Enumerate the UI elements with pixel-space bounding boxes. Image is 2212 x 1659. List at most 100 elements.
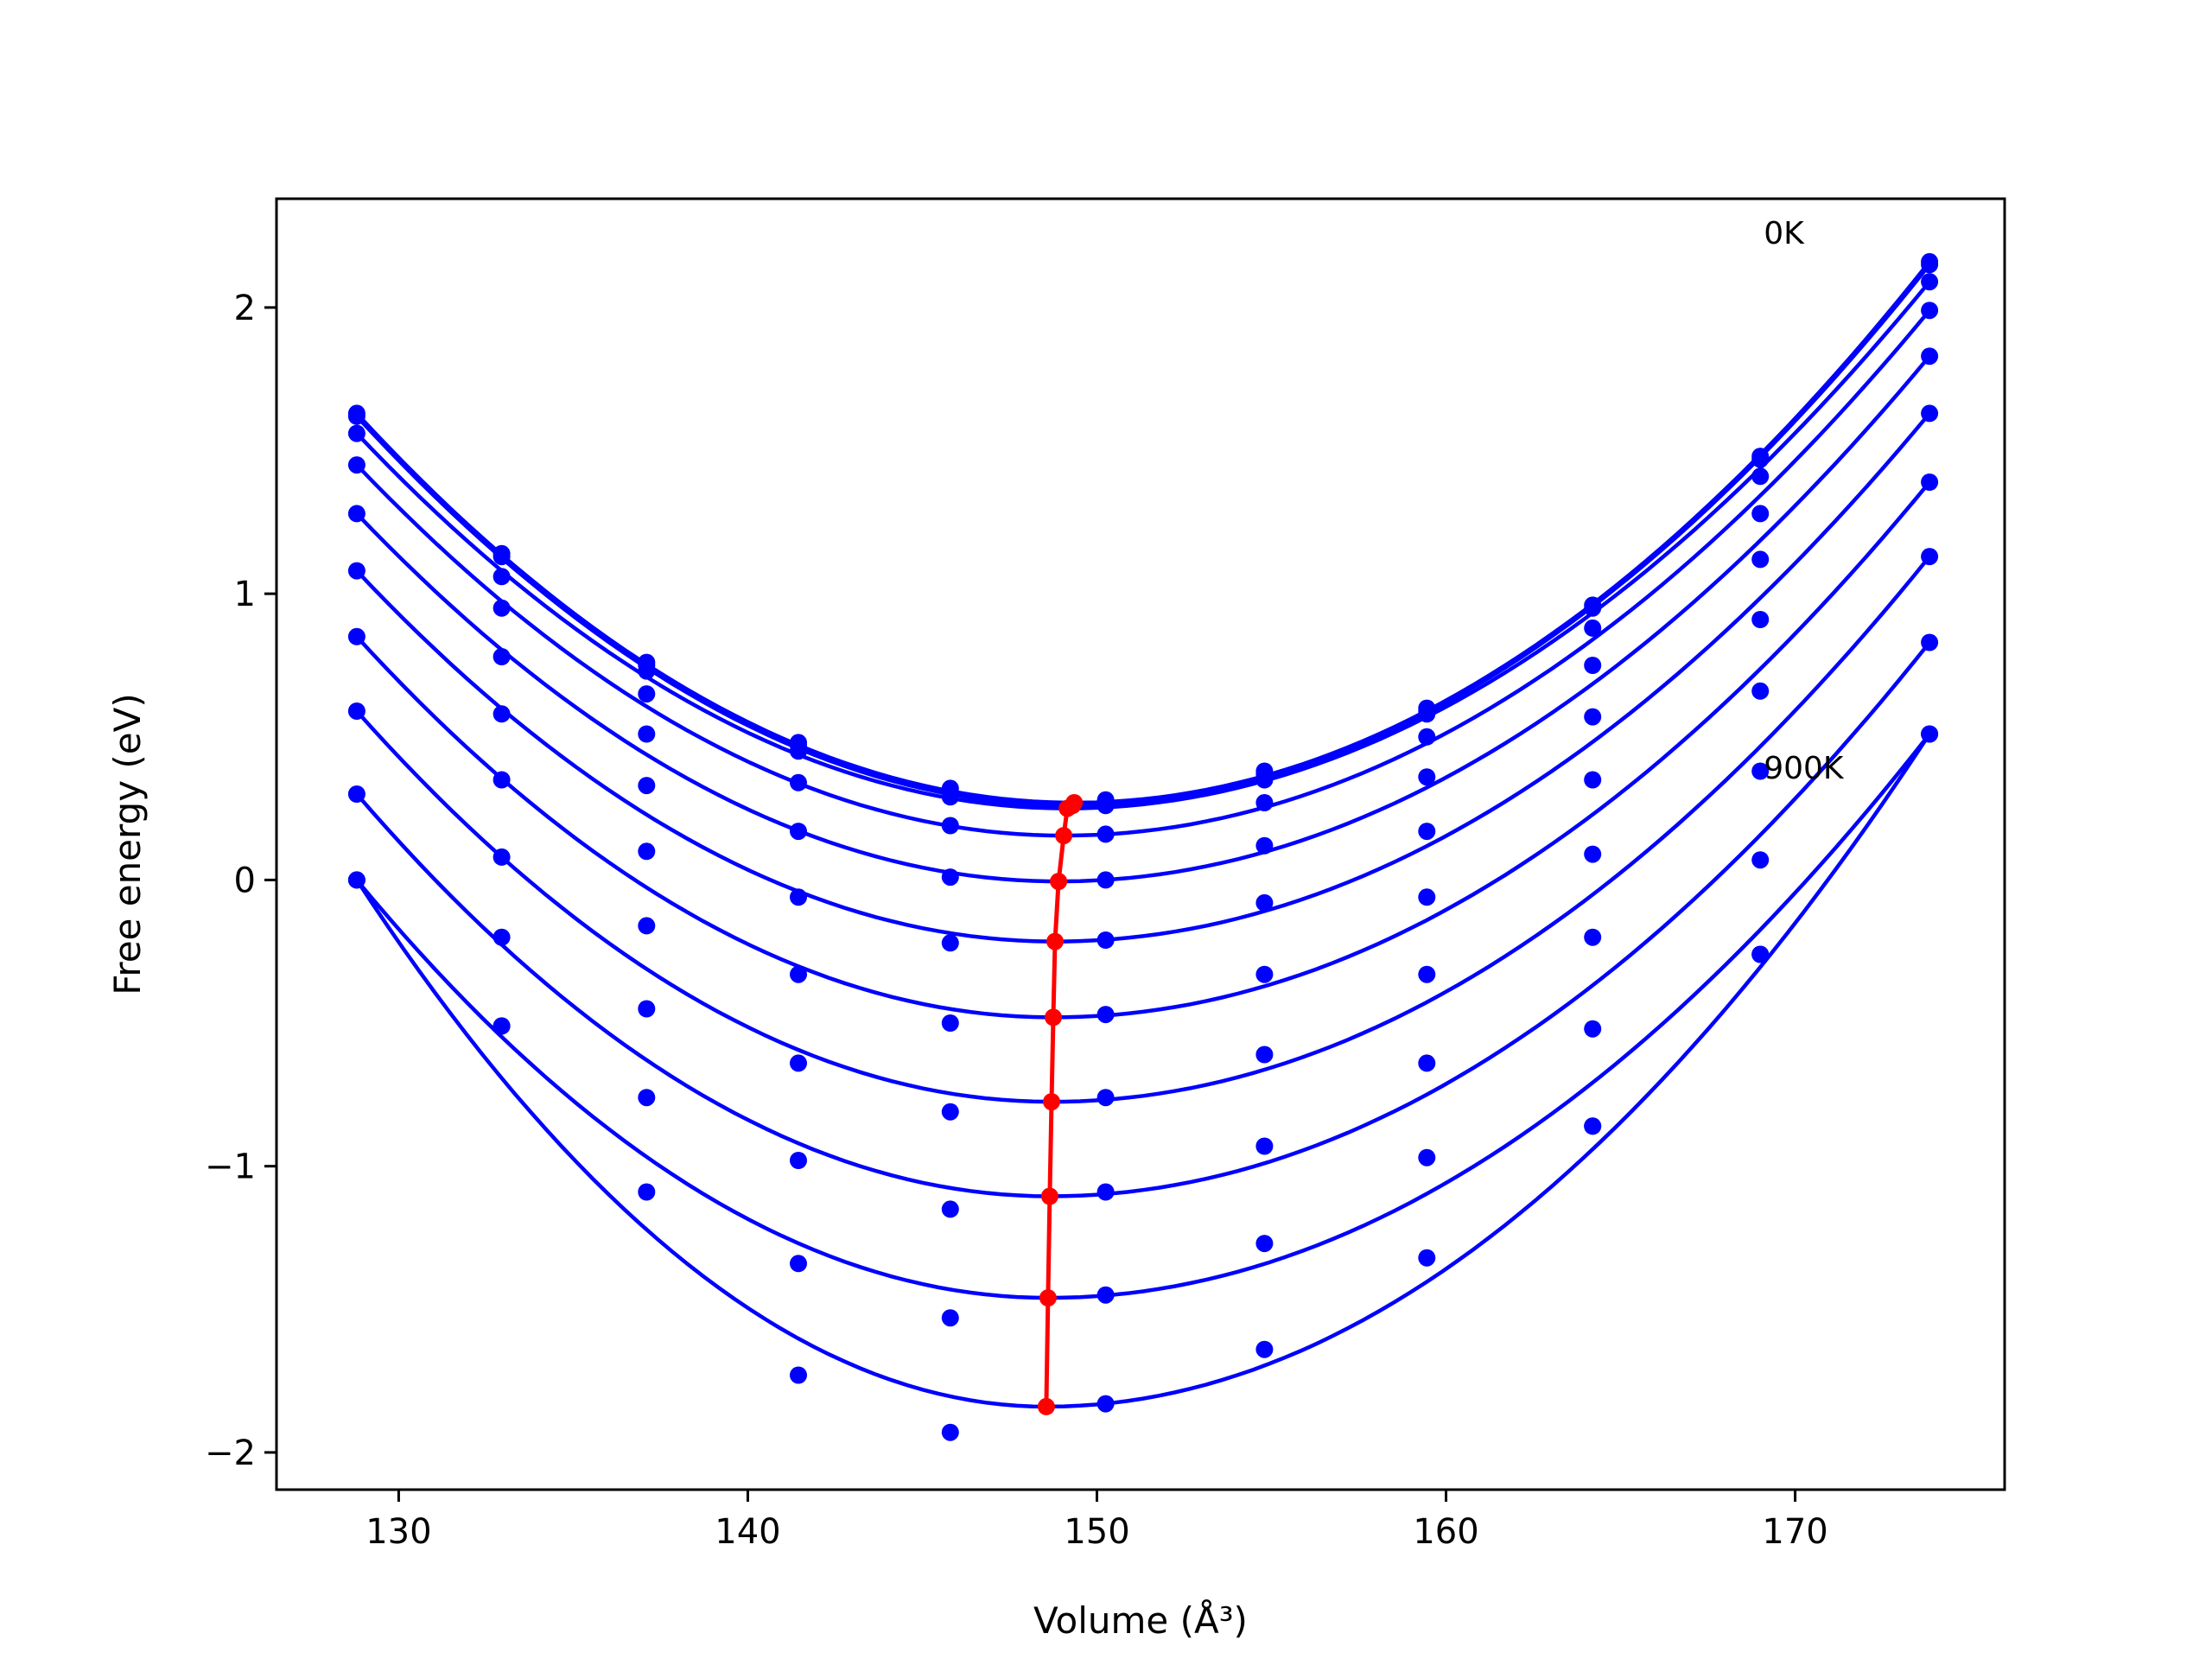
fit-curve-900K [355, 733, 1931, 1300]
data-point-1000K-10 [1921, 725, 1939, 743]
data-point-400K-0 [347, 505, 365, 523]
data-point-800K-7 [1418, 1054, 1436, 1072]
x-tick-label: 160 [1413, 1512, 1478, 1552]
data-point-600K-4 [941, 1014, 959, 1032]
data-point-400K-7 [1418, 768, 1436, 786]
data-point-400K-6 [1255, 836, 1274, 855]
minimum-point-700K [1043, 1093, 1060, 1111]
data-point-500K-8 [1584, 771, 1602, 789]
data-point-500K-1 [493, 705, 511, 723]
data-point-800K-9 [1751, 851, 1770, 869]
data-point-800K-3 [790, 1152, 807, 1169]
minimum-point-200K [1058, 799, 1077, 817]
y-tick-label: −1 [205, 1147, 256, 1187]
data-point-500K-4 [941, 934, 959, 952]
y-tick-label: −2 [205, 1433, 256, 1473]
x-axis-label: Volume (Å³) [1033, 1599, 1248, 1642]
data-point-1000K-1 [493, 1017, 511, 1035]
data-point-800K-0 [347, 785, 365, 803]
y-tick-label: 1 [234, 575, 256, 614]
data-point-500K-0 [347, 562, 365, 580]
x-tick-label: 140 [715, 1512, 780, 1552]
data-point-200K-8 [1584, 619, 1602, 637]
data-point-700K-10 [1921, 548, 1939, 566]
plot-area [347, 252, 1939, 1441]
data-point-1000K-3 [790, 1366, 807, 1384]
data-point-200K-0 [347, 424, 365, 442]
data-point-300K-8 [1584, 657, 1602, 674]
data-point-900K-2 [638, 1089, 656, 1107]
data-point-900K-5 [1096, 1286, 1115, 1304]
data-point-500K-9 [1751, 611, 1770, 628]
data-point-700K-6 [1255, 1046, 1274, 1064]
minimum-point-1000K [1037, 1397, 1055, 1415]
data-point-200K-6 [1255, 771, 1274, 789]
data-point-800K-4 [941, 1200, 959, 1218]
data-point-600K-2 [638, 842, 656, 861]
x-tick-label: 150 [1064, 1512, 1129, 1552]
minimum-point-500K [1046, 932, 1064, 950]
data-point-1000K-6 [1255, 1340, 1274, 1358]
data-point-500K-2 [638, 777, 656, 795]
data-point-300K-3 [790, 773, 807, 791]
data-point-400K-4 [941, 868, 959, 887]
data-point-500K-3 [790, 888, 807, 906]
data-point-600K-0 [347, 627, 365, 645]
data-point-200K-10 [1921, 273, 1939, 291]
data-point-300K-4 [941, 817, 959, 835]
fit-curve-600K [355, 480, 1931, 1020]
data-point-1000K-7 [1418, 1249, 1436, 1267]
data-point-700K-0 [347, 702, 365, 720]
data-point-200K-5 [1096, 797, 1115, 815]
data-point-600K-10 [1921, 474, 1939, 491]
data-point-300K-10 [1921, 302, 1939, 320]
data-point-200K-9 [1751, 467, 1770, 486]
fit-curve-100K [355, 263, 1931, 808]
data-point-200K-4 [941, 788, 959, 806]
data-point-800K-8 [1584, 1020, 1602, 1038]
data-point-400K-5 [1096, 871, 1115, 889]
data-point-500K-7 [1418, 823, 1436, 841]
data-point-200K-7 [1418, 705, 1436, 723]
data-point-400K-3 [790, 823, 807, 841]
data-point-900K-7 [1418, 1148, 1436, 1166]
minimum-point-600K [1045, 1008, 1062, 1027]
fit-curve-1000K [355, 733, 1931, 1409]
data-point-100K-8 [1584, 599, 1602, 617]
annotation-0k: 0K [1764, 216, 1805, 251]
fit-curve-500K [355, 411, 1931, 944]
y-axis-label: Free energy (eV) [106, 693, 149, 995]
data-point-700K-5 [1096, 1089, 1115, 1107]
data-point-400K-8 [1584, 708, 1602, 726]
data-point-400K-9 [1751, 550, 1770, 569]
fit-curve-200K [355, 280, 1931, 810]
data-point-700K-4 [941, 1103, 959, 1121]
data-point-300K-9 [1751, 505, 1770, 523]
data-point-600K-8 [1584, 845, 1602, 863]
data-point-500K-6 [1255, 893, 1274, 912]
data-point-300K-6 [1255, 794, 1274, 811]
minimum-point-400K [1050, 873, 1068, 891]
data-point-300K-1 [493, 599, 511, 617]
data-point-100K-0 [347, 407, 365, 425]
axes-frame [275, 197, 2006, 1491]
data-point-400K-2 [638, 725, 656, 743]
annotation-900k: 900K [1764, 751, 1845, 786]
data-point-700K-2 [638, 917, 656, 935]
data-point-200K-1 [493, 568, 511, 586]
data-point-1000K-8 [1584, 1117, 1602, 1135]
data-point-200K-2 [638, 662, 656, 680]
x-tick-label: 130 [365, 1512, 431, 1552]
data-point-800K-6 [1255, 1137, 1274, 1155]
data-point-400K-10 [1921, 347, 1939, 365]
data-point-800K-10 [1921, 633, 1939, 652]
data-point-700K-9 [1751, 762, 1770, 780]
data-point-1000K-4 [941, 1423, 959, 1441]
data-point-600K-6 [1255, 965, 1274, 983]
minimum-point-300K [1055, 827, 1073, 845]
data-point-300K-7 [1418, 728, 1436, 746]
data-point-700K-3 [790, 1054, 807, 1072]
fit-curve-400K [355, 354, 1931, 884]
data-point-1000K-0 [347, 871, 365, 889]
